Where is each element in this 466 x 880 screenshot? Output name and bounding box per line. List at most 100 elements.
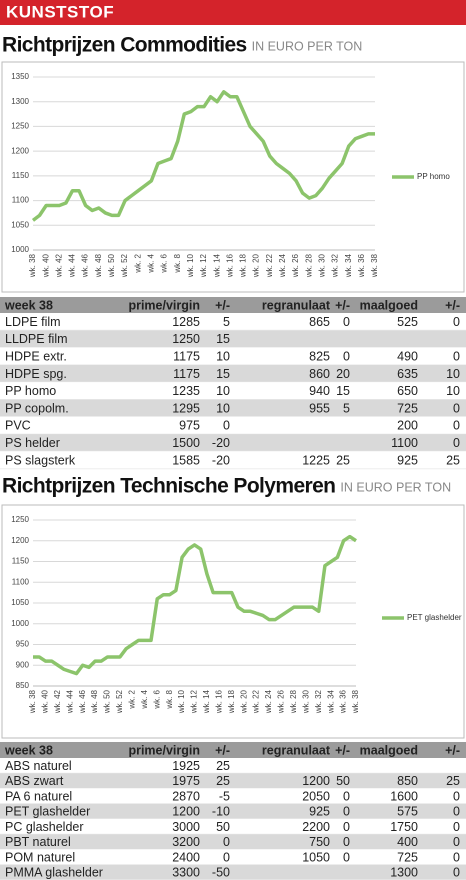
x-tick-label: wk. 36 bbox=[339, 689, 348, 714]
table-cell: 0 bbox=[223, 419, 230, 433]
table-cell: 1200 bbox=[172, 805, 200, 819]
table-cell: PMMA glashelder bbox=[5, 866, 103, 880]
table-cell: 200 bbox=[397, 419, 418, 433]
table-row-bg bbox=[0, 451, 466, 469]
table-cell: PET glashelder bbox=[5, 805, 90, 819]
x-tick-label: wk. 20 bbox=[239, 689, 248, 714]
table-cell: POM naturel bbox=[5, 850, 75, 864]
table-cell: 3000 bbox=[172, 820, 200, 834]
table-cell: 0 bbox=[453, 866, 460, 880]
table-cell: 865 bbox=[309, 315, 330, 329]
table-cell: 1295 bbox=[172, 401, 200, 415]
y-tick-label: 1200 bbox=[11, 146, 29, 155]
chart-subtitle: IN EURO PER TON bbox=[252, 39, 363, 53]
table-cell: 0 bbox=[453, 820, 460, 834]
table-cell: 5 bbox=[343, 401, 350, 415]
x-tick-label: wk. 48 bbox=[94, 253, 103, 278]
table-row-bg bbox=[0, 864, 466, 880]
y-tick-label: 1350 bbox=[11, 72, 29, 81]
table-header-cell: +/- bbox=[215, 298, 230, 312]
y-tick-label: 1100 bbox=[12, 196, 30, 205]
x-tick-label: wk. 28 bbox=[289, 689, 298, 714]
x-tick-label: wk. 34 bbox=[326, 689, 335, 714]
table-cell: -50 bbox=[212, 866, 230, 880]
table-cell: 0 bbox=[453, 789, 460, 803]
table-cell: 0 bbox=[453, 401, 460, 415]
table-row-bg bbox=[0, 788, 466, 804]
table-cell: 15 bbox=[216, 367, 230, 381]
table-cell: 725 bbox=[397, 401, 418, 415]
x-tick-label: wk. 10 bbox=[186, 253, 195, 278]
header-title: KUNSTSTOF bbox=[6, 2, 114, 21]
table-cell: PP copolm. bbox=[5, 401, 69, 415]
x-tick-label: wk. 6 bbox=[160, 253, 169, 273]
table-header-cell: week 38 bbox=[4, 298, 53, 312]
table-cell: 20 bbox=[336, 367, 350, 381]
x-tick-label: wk. 16 bbox=[214, 689, 223, 714]
table-cell: 1975 bbox=[172, 774, 200, 788]
x-tick-label: wk. 52 bbox=[120, 253, 129, 278]
table-cell: HDPE extr. bbox=[5, 350, 67, 364]
table-cell: 15 bbox=[336, 384, 350, 398]
table-cell: 1600 bbox=[390, 789, 418, 803]
table-cell: 0 bbox=[453, 835, 460, 849]
x-tick-label: wk. 38 bbox=[28, 253, 37, 278]
x-tick-label: wk. 30 bbox=[317, 253, 326, 278]
header-bar bbox=[0, 0, 466, 25]
table-header-cell: +/- bbox=[445, 298, 460, 312]
legend-label: PET glashelder bbox=[407, 613, 462, 622]
table-cell: -10 bbox=[212, 805, 230, 819]
table-cell: 10 bbox=[446, 384, 460, 398]
x-tick-label: wk. 24 bbox=[264, 689, 273, 714]
x-tick-label: wk. 4 bbox=[140, 689, 149, 709]
table-cell: PC glashelder bbox=[5, 820, 84, 834]
table-cell: 0 bbox=[453, 850, 460, 864]
x-tick-label: wk. 12 bbox=[190, 689, 199, 714]
x-tick-label: wk. 8 bbox=[165, 689, 174, 709]
table-cell: 490 bbox=[397, 350, 418, 364]
table-header-cell: maalgoed bbox=[360, 298, 418, 312]
table-row-bg bbox=[0, 330, 466, 348]
x-tick-label: wk. 2 bbox=[133, 253, 142, 273]
table-cell: 2050 bbox=[302, 789, 330, 803]
table-row-bg bbox=[0, 313, 466, 331]
table-cell: 0 bbox=[343, 805, 350, 819]
table-cell: 25 bbox=[216, 759, 230, 773]
table-cell: 25 bbox=[446, 774, 460, 788]
y-tick-label: 1150 bbox=[12, 557, 30, 566]
table-header-cell: regranulaat bbox=[262, 298, 331, 312]
table-cell: 0 bbox=[343, 850, 350, 864]
table-cell: 25 bbox=[216, 774, 230, 788]
table-cell: 25 bbox=[446, 453, 460, 467]
table-cell: 635 bbox=[397, 367, 418, 381]
table-cell: 955 bbox=[309, 401, 330, 415]
table-cell: 50 bbox=[216, 820, 230, 834]
table-cell: 3300 bbox=[172, 866, 200, 880]
table-header-cell: prime/virgin bbox=[128, 743, 200, 757]
table-cell: 1925 bbox=[172, 759, 200, 773]
table-row-bg bbox=[0, 416, 466, 435]
x-tick-label: wk. 26 bbox=[277, 689, 286, 714]
table-cell: 0 bbox=[453, 436, 460, 450]
x-tick-label: wk. 8 bbox=[173, 253, 182, 273]
table-row-bg bbox=[0, 834, 466, 850]
table-cell: 1285 bbox=[172, 315, 200, 329]
x-tick-label: wk. 28 bbox=[304, 253, 313, 278]
x-tick-label: wk. 34 bbox=[344, 253, 353, 278]
table-cell: 1750 bbox=[390, 820, 418, 834]
x-tick-label: wk. 2 bbox=[127, 689, 136, 709]
table-header-cell: +/- bbox=[445, 743, 460, 757]
chart-frame bbox=[1, 504, 465, 739]
x-tick-label: wk. 50 bbox=[107, 253, 116, 278]
table-cell: 15 bbox=[216, 332, 230, 346]
table-cell: 0 bbox=[453, 805, 460, 819]
table-cell: 825 bbox=[309, 350, 330, 364]
x-tick-label: wk. 18 bbox=[227, 689, 236, 714]
table-cell: PA 6 naturel bbox=[5, 789, 72, 803]
table-cell: 2200 bbox=[302, 820, 330, 834]
table-cell: ABS zwart bbox=[5, 774, 64, 788]
table-cell: 0 bbox=[343, 835, 350, 849]
table-cell: 0 bbox=[343, 315, 350, 329]
y-tick-label: 1100 bbox=[12, 577, 30, 586]
table-cell: 650 bbox=[397, 384, 418, 398]
